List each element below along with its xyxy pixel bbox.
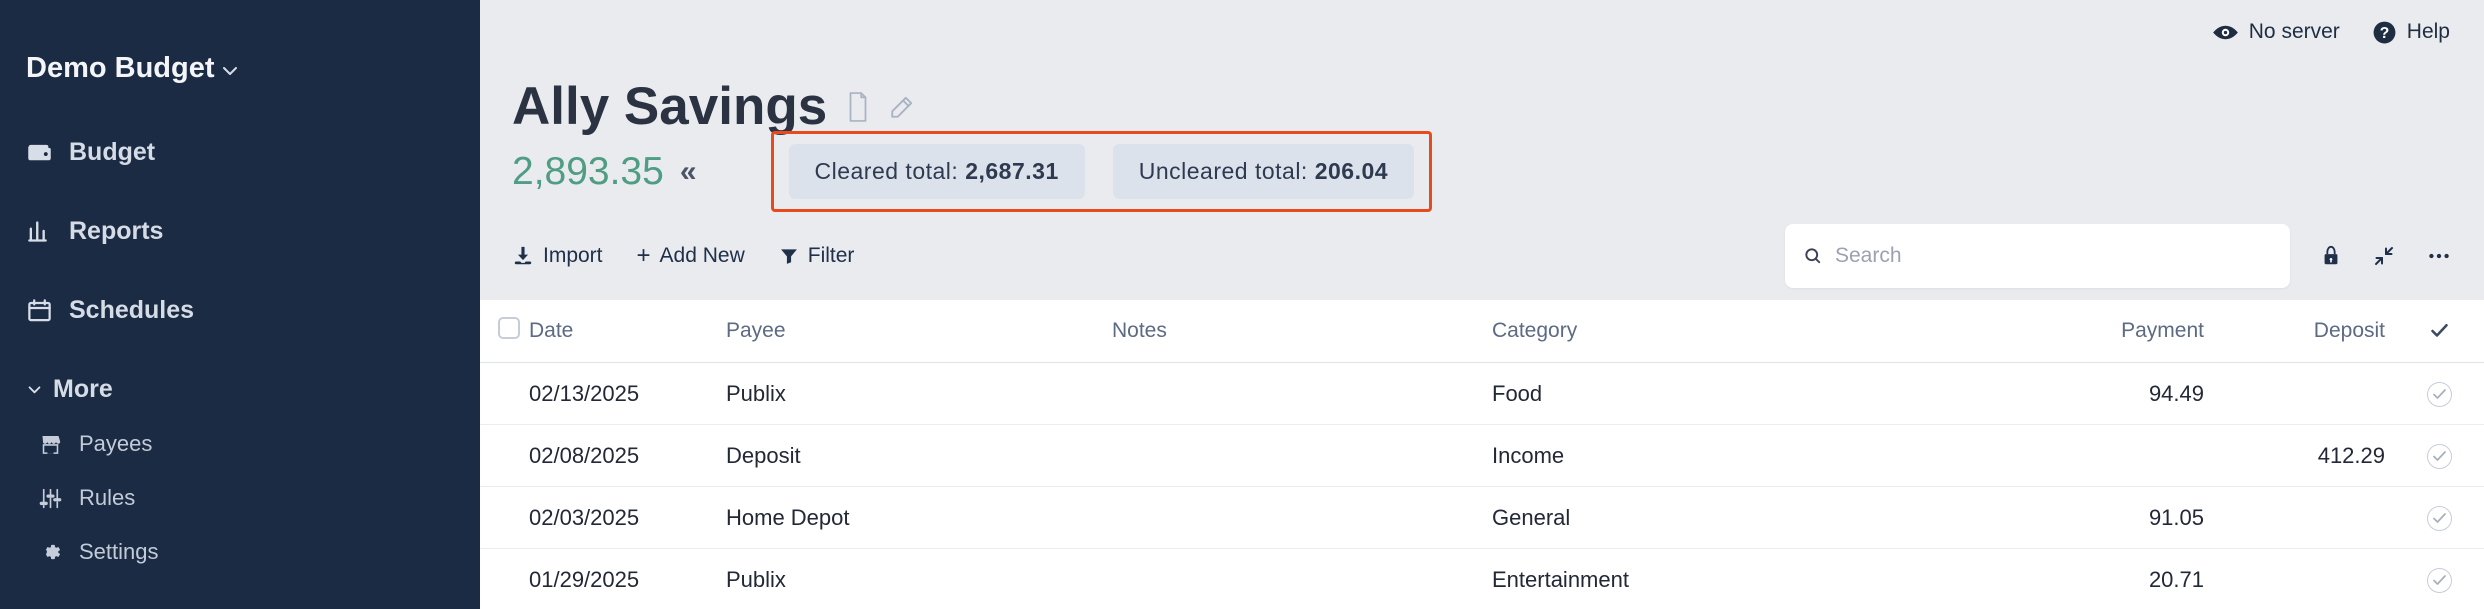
svg-text:?: ?: [2380, 24, 2390, 41]
